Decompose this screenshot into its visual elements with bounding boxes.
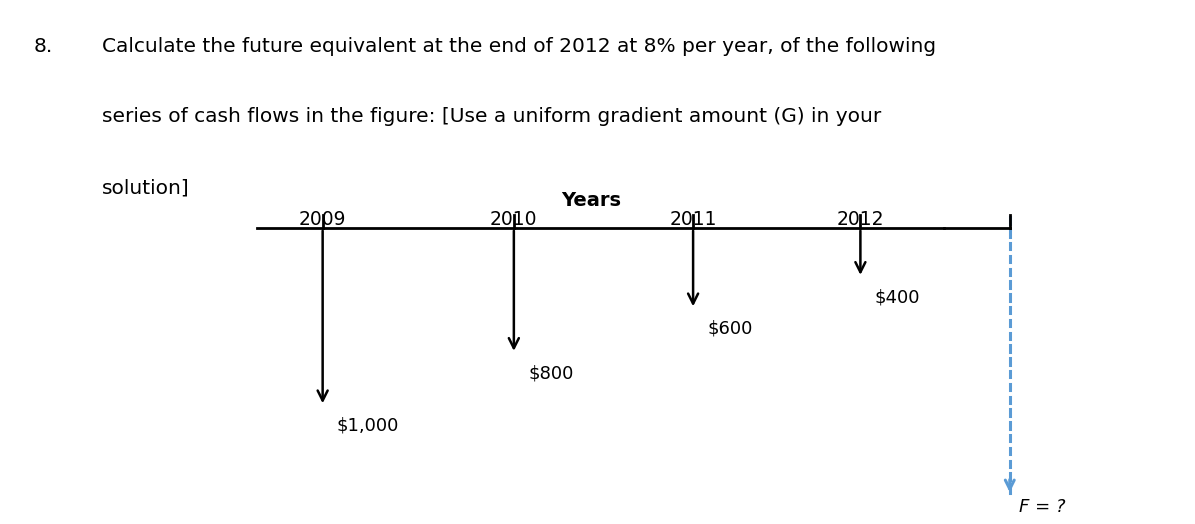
Text: F = ?: F = ? <box>1019 498 1066 516</box>
Text: 2012: 2012 <box>836 210 884 228</box>
Text: $800: $800 <box>528 364 574 382</box>
Text: 2011: 2011 <box>669 210 717 228</box>
Text: $600: $600 <box>707 320 753 337</box>
Text: Years: Years <box>562 191 621 210</box>
Text: $1,000: $1,000 <box>337 417 399 434</box>
Text: Calculate the future equivalent at the end of 2012 at 8% per year, of the follow: Calculate the future equivalent at the e… <box>102 37 936 56</box>
Text: series of cash flows in the figure: [Use a uniform gradient amount (G) in your: series of cash flows in the figure: [Use… <box>102 107 881 126</box>
Text: 2010: 2010 <box>490 210 538 228</box>
Text: 8.: 8. <box>33 37 53 56</box>
Text: solution]: solution] <box>102 178 189 197</box>
Text: 2009: 2009 <box>299 210 347 228</box>
Text: $400: $400 <box>875 288 920 306</box>
